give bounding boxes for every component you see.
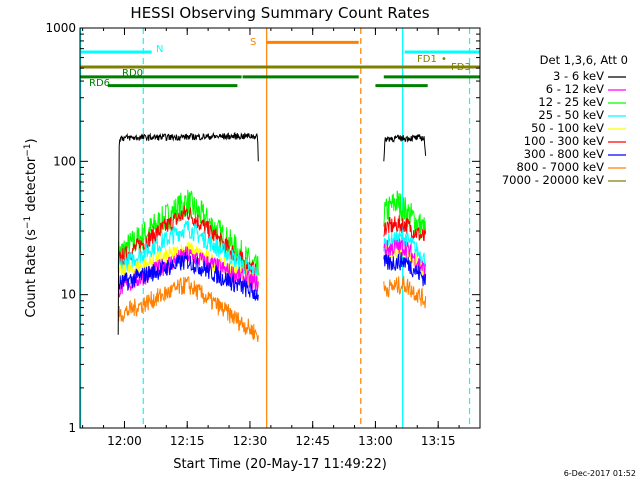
legend-label: 300 - 800 keV [524, 147, 604, 161]
series-segment [117, 131, 259, 335]
x-tick-label: 13:15 [421, 434, 456, 448]
flag-label-s: S [250, 37, 256, 48]
y-tick-label: 100 [53, 154, 76, 168]
x-tick-label: 12:15 [170, 434, 205, 448]
series-segment [383, 252, 427, 287]
series-25-50keV-line [117, 219, 427, 280]
series-800-7000keV-line [117, 275, 427, 342]
x-tick-label: 12:00 [107, 434, 142, 448]
legend-label: 800 - 7000 keV [516, 160, 604, 174]
flag-label-fd3: FD3 [451, 62, 471, 73]
legend-label: 100 - 300 keV [524, 134, 604, 148]
series-group [117, 131, 427, 342]
flag-label-dot: • [441, 54, 447, 65]
series-segment [117, 219, 259, 280]
x-axis-label: Start Time (20-May-17 11:49:22) [173, 457, 387, 472]
plot-frame [79, 27, 481, 429]
flag-label-fd1: FD1 [417, 54, 437, 65]
y-axis-label: Count Rate (s−1 detector−1) [23, 138, 39, 317]
y-tick-label: 1000 [45, 21, 76, 35]
legend-label: 25 - 50 keV [538, 108, 604, 122]
legend-label: 50 - 100 keV [531, 121, 604, 135]
series-300-800keV-line [118, 252, 427, 301]
y-axis: 1 10 100 1000 [45, 21, 480, 435]
x-tick-label: 13:00 [358, 434, 393, 448]
flag-label-rd6: RD6 [89, 78, 110, 89]
flag-label-n: N [156, 44, 163, 55]
series-3-6keV-line [117, 131, 427, 335]
series-segment [383, 238, 427, 279]
legend-label: 6 - 12 keV [546, 82, 604, 96]
y-tick-label: 10 [61, 288, 76, 302]
series-segment [117, 276, 259, 342]
footer-timestamp: 6-Dec-2017 01:52 [564, 469, 636, 478]
x-tick-label: 12:30 [233, 434, 268, 448]
y-tick-label: 1 [68, 421, 76, 435]
series-segment [383, 190, 427, 241]
series-segment [383, 230, 427, 269]
legend-title: Det 1,3,6, Att 0 [540, 53, 628, 67]
series-segment [383, 134, 427, 162]
series-segment [383, 275, 427, 309]
plot-area: N S FD1 • FD3 RD0 RD6 [79, 28, 480, 428]
flag-label-rd0: RD0 [122, 68, 143, 79]
chart-title: HESSI Observing Summary Count Rates [130, 4, 429, 22]
legend-label: 7000 - 20000 keV [502, 173, 604, 187]
legend-label: 12 - 25 keV [538, 95, 604, 109]
flag-bars [80, 40, 480, 88]
legend-label: 3 - 6 keV [553, 69, 604, 83]
series-segment [383, 215, 427, 242]
series-segment [118, 252, 259, 301]
x-tick-label: 12:45 [295, 434, 330, 448]
x-axis: 12:00 12:15 12:30 12:45 13:00 13:15 [82, 28, 481, 448]
